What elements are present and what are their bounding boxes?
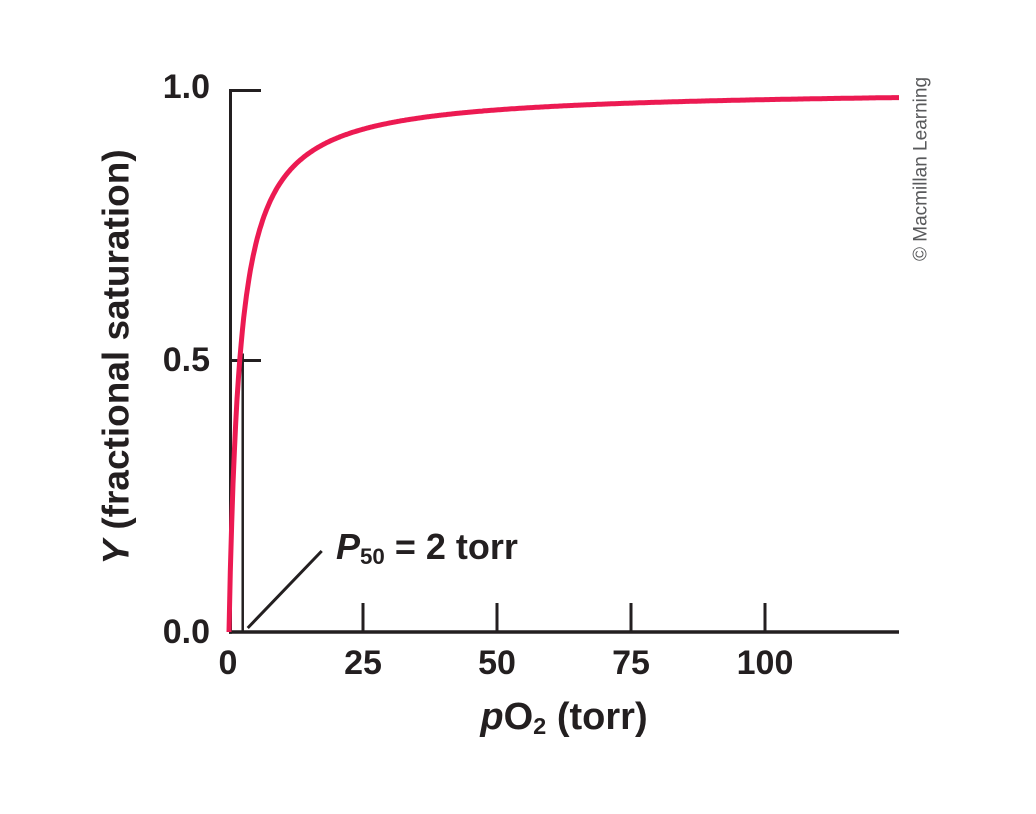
x-axis-title-unit: (torr) <box>546 696 648 738</box>
p50-pointer-line <box>246 549 323 630</box>
p50-annotation: P50 = 2 torr <box>336 526 518 568</box>
x-axis-title-variable: p <box>480 696 504 738</box>
p50-annotation-subscript: 50 <box>360 543 385 569</box>
binding-curve <box>226 95 901 633</box>
p50-annotation-value: = 2 torr <box>384 526 518 567</box>
y-axis-title: Y (fractional saturation) <box>95 149 137 565</box>
x-tick-label-25: 25 <box>344 644 382 682</box>
y-tick-label-0.0: 0.0 <box>162 613 210 651</box>
copyright-credit: © Macmillan Learning <box>910 76 932 262</box>
x-axis-title: pO2 (torr) <box>480 696 648 740</box>
x-tick-label-100: 100 <box>736 644 794 682</box>
y-axis-title-variable: Y <box>95 539 137 565</box>
x-axis-title-main: O <box>503 696 534 738</box>
y-tick-label-1.0: 1.0 <box>162 68 210 106</box>
y-axis-title-text: (fractional saturation) <box>95 149 137 540</box>
x-tick-label-0: 0 <box>218 644 238 682</box>
x-axis-title-subscript: 2 <box>533 713 547 740</box>
y-tick-label-0.5: 0.5 <box>162 341 210 379</box>
p50-annotation-variable: P <box>336 526 361 567</box>
x-tick-label-50: 50 <box>478 644 516 682</box>
x-tick-label-75: 75 <box>612 644 650 682</box>
